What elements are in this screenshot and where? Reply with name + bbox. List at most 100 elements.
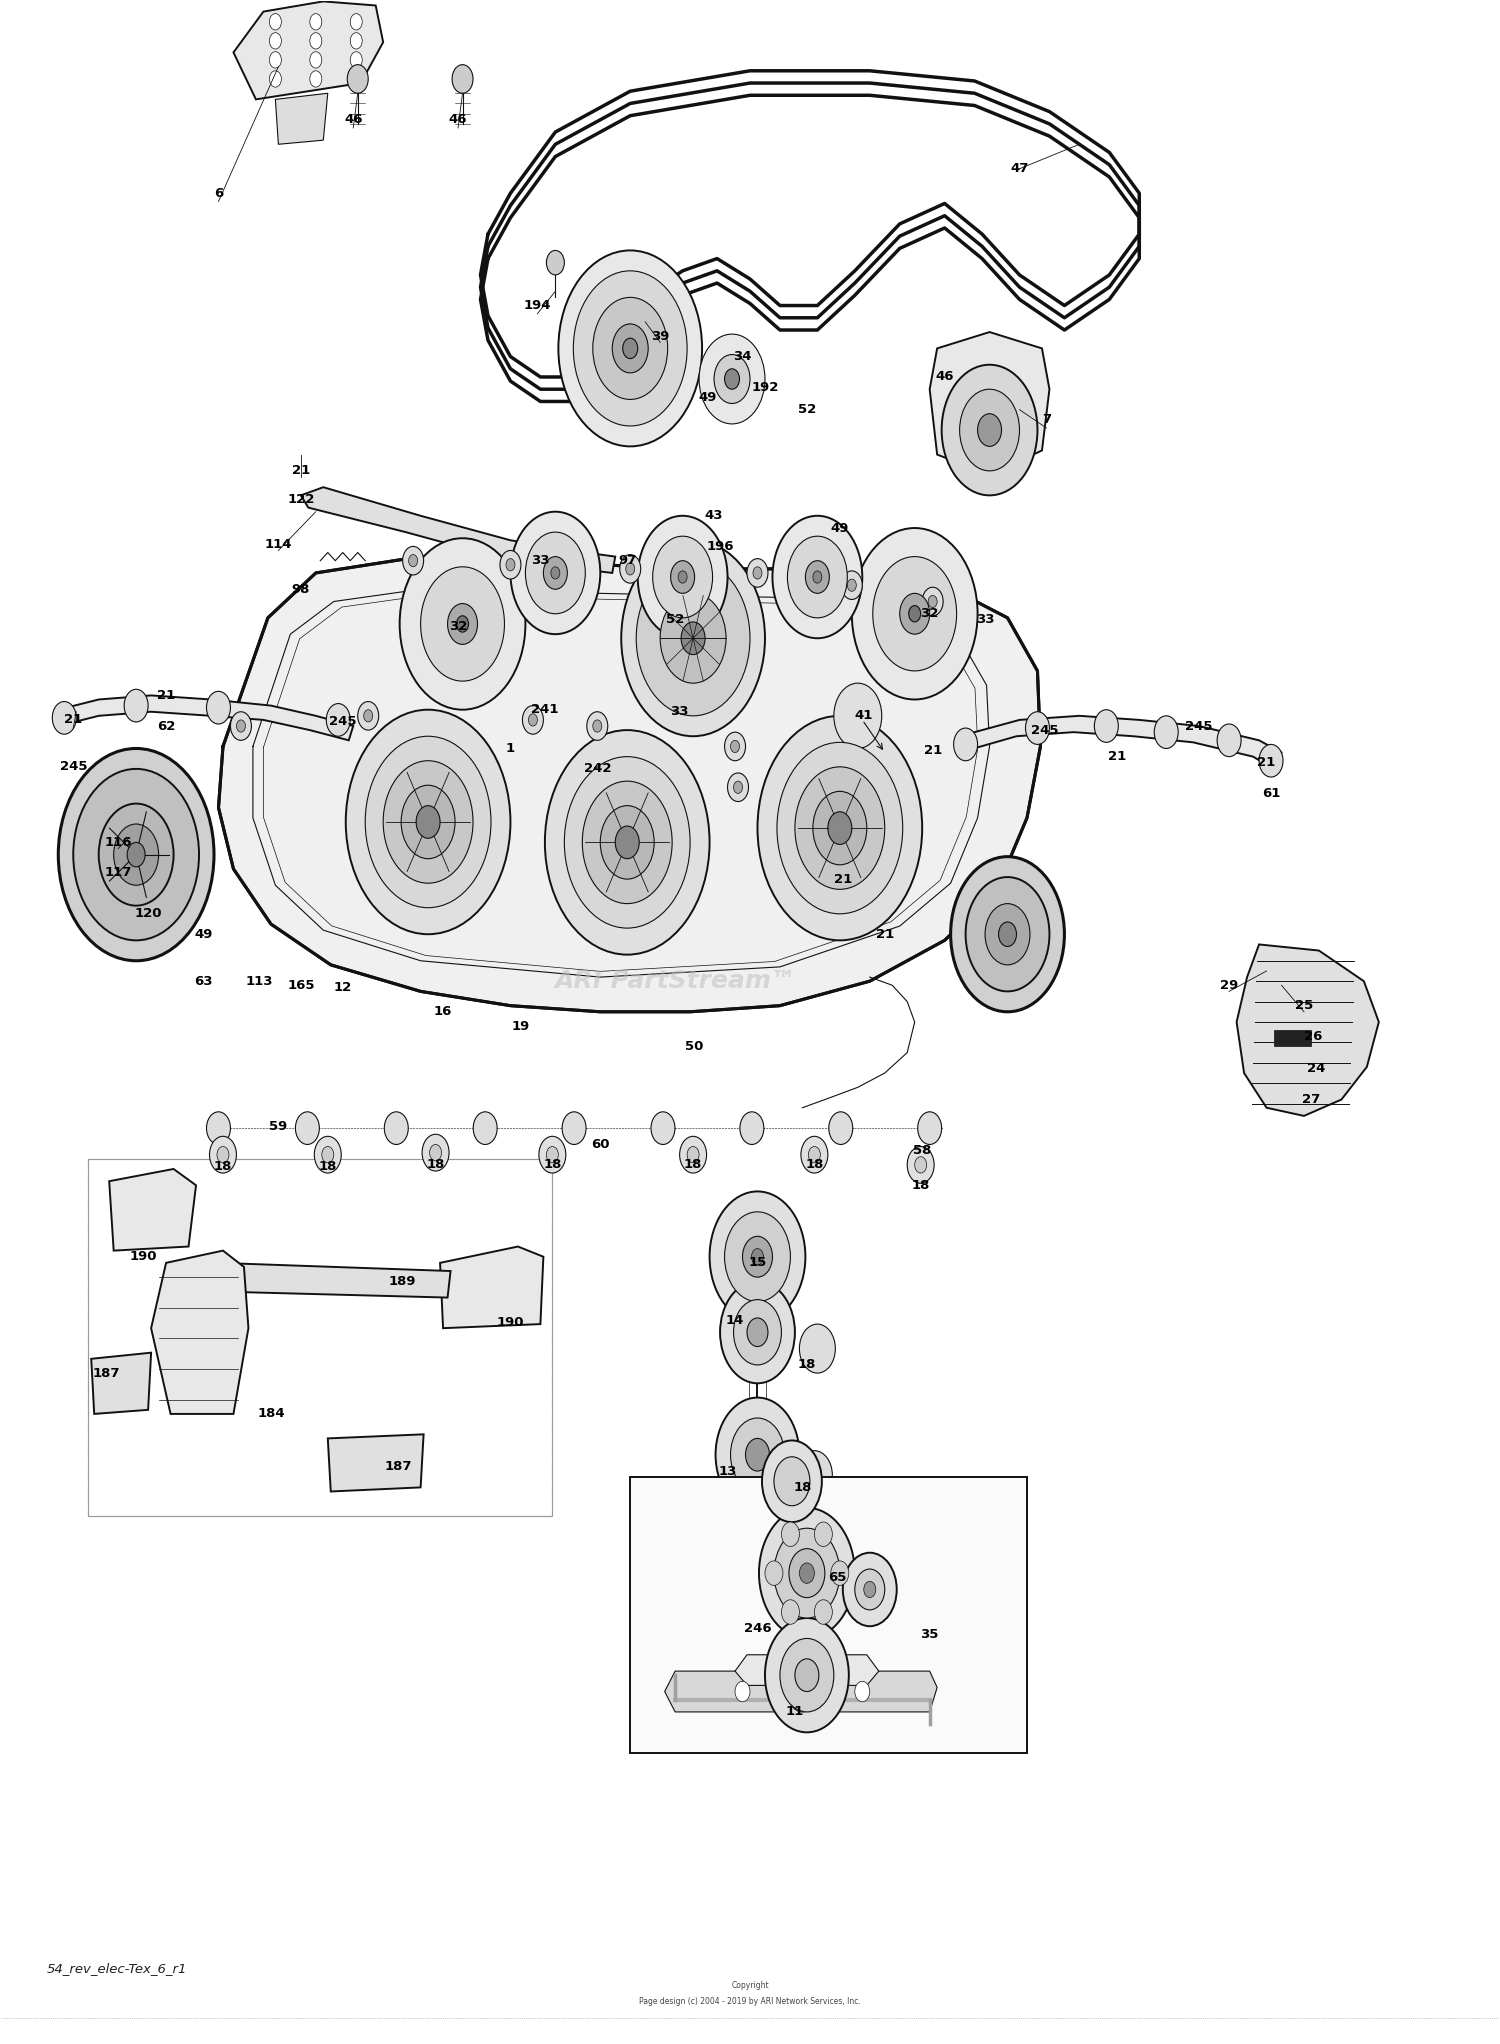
Text: 246: 246 (744, 1621, 771, 1635)
Circle shape (730, 1419, 784, 1492)
Circle shape (1026, 711, 1050, 744)
Text: 58: 58 (914, 1145, 932, 1157)
Circle shape (900, 593, 930, 634)
Circle shape (592, 296, 668, 399)
Text: 18: 18 (794, 1482, 812, 1494)
Circle shape (500, 550, 520, 578)
Circle shape (660, 593, 726, 683)
Polygon shape (219, 556, 1041, 1012)
Circle shape (652, 536, 712, 617)
Text: 190: 190 (496, 1316, 523, 1329)
Circle shape (429, 1145, 441, 1161)
Circle shape (699, 333, 765, 423)
Circle shape (918, 1112, 942, 1145)
Circle shape (400, 785, 454, 858)
Circle shape (687, 1147, 699, 1163)
Circle shape (350, 51, 361, 67)
Text: 46: 46 (344, 112, 363, 127)
Text: 27: 27 (1302, 1094, 1320, 1106)
Text: 187: 187 (93, 1367, 120, 1380)
Circle shape (626, 562, 634, 574)
Circle shape (58, 748, 214, 961)
Text: 190: 190 (130, 1251, 158, 1263)
Text: 61: 61 (1262, 787, 1280, 799)
Text: 21: 21 (291, 464, 310, 478)
Text: 46: 46 (448, 112, 468, 127)
Text: 59: 59 (270, 1120, 288, 1132)
Circle shape (538, 1136, 566, 1173)
Text: 189: 189 (388, 1275, 417, 1288)
Circle shape (734, 781, 742, 793)
Circle shape (207, 691, 231, 724)
Circle shape (550, 566, 560, 578)
Polygon shape (152, 1251, 249, 1414)
Circle shape (346, 65, 368, 94)
Circle shape (747, 1318, 768, 1347)
Text: 6: 6 (214, 186, 223, 200)
Circle shape (124, 689, 148, 722)
Circle shape (447, 603, 477, 644)
Circle shape (384, 1112, 408, 1145)
Circle shape (402, 546, 423, 574)
Circle shape (350, 33, 361, 49)
Circle shape (53, 701, 76, 734)
Text: 18: 18 (214, 1161, 232, 1173)
Circle shape (801, 1136, 828, 1173)
Circle shape (408, 554, 417, 566)
Circle shape (752, 1249, 764, 1265)
Text: 46: 46 (936, 370, 954, 384)
Circle shape (544, 730, 710, 955)
Text: 114: 114 (264, 538, 292, 550)
Circle shape (558, 251, 702, 446)
Circle shape (315, 1136, 342, 1173)
Circle shape (834, 683, 882, 748)
Circle shape (830, 1112, 852, 1145)
Text: 242: 242 (584, 762, 610, 775)
Circle shape (310, 14, 322, 31)
Circle shape (843, 1553, 897, 1627)
Circle shape (416, 805, 440, 838)
Text: 194: 194 (524, 298, 550, 313)
Circle shape (742, 1237, 772, 1278)
Circle shape (114, 824, 159, 885)
Text: 11: 11 (786, 1705, 804, 1719)
Circle shape (586, 711, 608, 740)
Circle shape (777, 742, 903, 914)
Text: 187: 187 (384, 1461, 412, 1474)
Circle shape (678, 570, 687, 583)
Text: 241: 241 (531, 703, 558, 715)
Circle shape (128, 842, 146, 867)
Text: 49: 49 (699, 390, 717, 405)
Text: 32: 32 (921, 607, 939, 619)
Circle shape (746, 1439, 770, 1472)
Polygon shape (216, 1263, 450, 1298)
Text: 29: 29 (1220, 979, 1238, 991)
Text: 18: 18 (684, 1159, 702, 1171)
Circle shape (788, 1672, 818, 1713)
Text: 21: 21 (1257, 756, 1275, 769)
Circle shape (680, 1136, 706, 1173)
Circle shape (782, 1600, 800, 1625)
Text: 245: 245 (1030, 724, 1059, 736)
Circle shape (237, 719, 246, 732)
Text: 7: 7 (1042, 413, 1052, 427)
Circle shape (774, 1529, 840, 1619)
Text: 21: 21 (924, 744, 942, 756)
Circle shape (327, 703, 350, 736)
Circle shape (928, 595, 938, 607)
Circle shape (217, 1147, 229, 1163)
Circle shape (795, 766, 885, 889)
Circle shape (813, 570, 822, 583)
Text: 35: 35 (921, 1627, 939, 1641)
Text: 25: 25 (1294, 1000, 1312, 1012)
Circle shape (765, 1562, 783, 1586)
Circle shape (600, 805, 654, 879)
Text: 196: 196 (706, 540, 734, 552)
Circle shape (1216, 724, 1240, 756)
Circle shape (831, 1562, 849, 1586)
Circle shape (815, 1600, 833, 1625)
Text: 63: 63 (195, 975, 213, 987)
Circle shape (620, 554, 640, 583)
Text: 184: 184 (256, 1408, 285, 1421)
Circle shape (800, 1325, 836, 1374)
